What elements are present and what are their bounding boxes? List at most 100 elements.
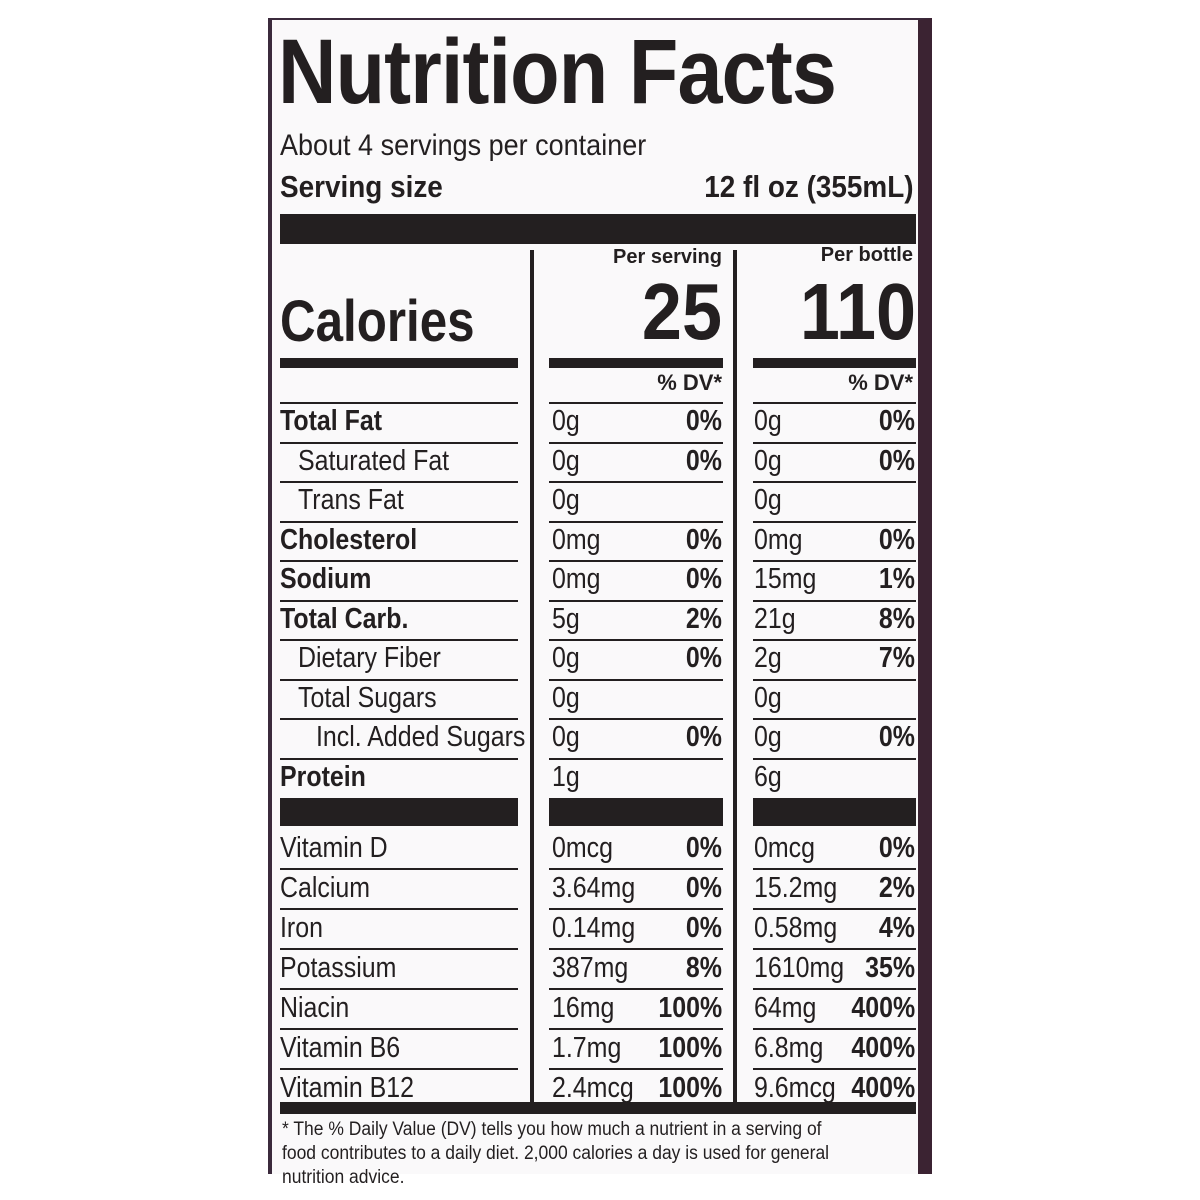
calories-label: Calories (280, 289, 475, 354)
row-rule (280, 718, 518, 720)
nutrient-serving-dv: 0% (685, 642, 722, 674)
row-rule (549, 402, 723, 404)
nutrient-label: Protein (280, 761, 366, 793)
row-rule (753, 908, 916, 910)
row-rule (549, 718, 723, 720)
vitamin-label: Vitamin D (280, 832, 388, 864)
nutrient-bottle-amount: 2g (754, 642, 782, 674)
nutrient-bottle-dv: 0% (878, 721, 915, 753)
row-rule (549, 1028, 723, 1030)
vitamin-bottle-dv: 400% (851, 992, 915, 1024)
nutrient-bottle-amount: 21g (754, 603, 796, 635)
row-rule (753, 600, 916, 602)
vitamin-serving-dv: 100% (658, 1072, 722, 1104)
nutrient-serving-dv: 0% (685, 721, 722, 753)
row-rule (549, 679, 723, 681)
nutrient-serving-amount: 0mg (552, 524, 601, 556)
vitamin-label: Iron (280, 912, 323, 944)
nutrient-bottle-amount: 6g (754, 761, 782, 793)
nutrient-bottle-dv: 0% (878, 405, 915, 437)
vitamin-bottle-amount: 64mg (754, 992, 817, 1024)
row-rule (753, 718, 916, 720)
row-rule (549, 868, 723, 870)
vitamin-bottle-dv: 35% (865, 952, 915, 984)
nutrient-bottle-dv: 0% (878, 445, 915, 477)
nutrient-bottle-amount: 0g (754, 682, 782, 714)
calories-bottle-value: 110 (799, 267, 916, 356)
row-rule (549, 908, 723, 910)
column-header-bottle: Per bottle (820, 244, 913, 266)
row-rule (280, 758, 518, 760)
dv-header-serving: % DV* (657, 370, 722, 395)
row-rule (753, 521, 916, 523)
row-rule (753, 988, 916, 990)
row-rule (280, 560, 518, 562)
vitamin-serving-dv: 8% (685, 952, 722, 984)
vitamin-label: Calcium (280, 872, 371, 904)
vitamin-label: Vitamin B12 (280, 1072, 415, 1104)
nutrient-label: Trans Fat (298, 484, 404, 516)
nutrient-bottle-amount: 0g (754, 445, 782, 477)
nutrient-label: Dietary Fiber (298, 642, 441, 674)
nutrient-serving-dv: 0% (685, 405, 722, 437)
row-rule (280, 442, 518, 444)
vitamin-serving-amount: 16mg (552, 992, 615, 1024)
row-rule (549, 988, 723, 990)
row-rule (280, 908, 518, 910)
vitamin-serving-dv: 0% (685, 912, 722, 944)
nutrient-label: Total Carb. (280, 603, 409, 635)
nutrition-panel (268, 18, 932, 1174)
nutrient-bottle-amount: 15mg (754, 563, 817, 595)
serving-size-label: Serving size (280, 169, 443, 204)
row-rule (753, 442, 916, 444)
nutrient-label: Incl. Added Sugars (316, 721, 526, 753)
vitamin-serving-amount: 1.7mg (552, 1032, 622, 1064)
row-rule (280, 679, 518, 681)
column-header-serving: Per serving (613, 246, 722, 268)
thick-divider (280, 214, 916, 244)
nutrient-serving-amount: 0g (552, 721, 580, 753)
vitamin-serving-amount: 2.4mcg (552, 1072, 634, 1104)
row-rule (280, 402, 518, 404)
vitamin-serving-amount: 0.14mg (552, 912, 636, 944)
row-rule (280, 868, 518, 870)
footnote-divider (280, 1102, 916, 1114)
row-rule (280, 988, 518, 990)
nutrient-bottle-dv: 8% (878, 603, 915, 635)
row-rule (280, 481, 518, 483)
nutrient-serving-amount: 0g (552, 682, 580, 714)
row-rule (753, 639, 916, 641)
row-rule (549, 560, 723, 562)
nutrient-serving-amount: 1g (552, 761, 580, 793)
column-separator (530, 250, 534, 1102)
nutrient-serving-amount: 5g (552, 603, 580, 635)
calories-serving-value: 25 (641, 267, 722, 356)
row-rule (753, 1068, 916, 1070)
calories-rule (753, 358, 916, 368)
row-rule (549, 948, 723, 950)
row-rule (753, 402, 916, 404)
vitamin-serving-dv: 100% (658, 1032, 722, 1064)
row-rule (549, 442, 723, 444)
row-rule (549, 639, 723, 641)
vitamin-bottle-amount: 15.2mg (754, 872, 838, 904)
nutrient-serving-amount: 0g (552, 642, 580, 674)
nutrient-bottle-amount: 0g (754, 721, 782, 753)
nutrient-bottle-amount: 0mg (754, 524, 803, 556)
footnote: * The % Daily Value (DV) tells you how m… (282, 1119, 830, 1188)
nutrient-serving-dv: 0% (685, 445, 722, 477)
row-rule (280, 948, 518, 950)
row-rule (753, 868, 916, 870)
row-rule (280, 1068, 518, 1070)
nutrient-serving-amount: 0g (552, 484, 580, 516)
row-rule (549, 521, 723, 523)
nutrient-bottle-amount: 0g (754, 484, 782, 516)
vitamin-bottle-amount: 0.58mg (754, 912, 838, 944)
row-rule (753, 481, 916, 483)
vitamin-divider (280, 798, 518, 826)
nutrient-serving-dv: 0% (685, 524, 722, 556)
nutrient-serving-amount: 0mg (552, 563, 601, 595)
calories-rule (280, 358, 518, 368)
row-rule (753, 948, 916, 950)
nutrient-bottle-dv: 1% (878, 563, 915, 595)
